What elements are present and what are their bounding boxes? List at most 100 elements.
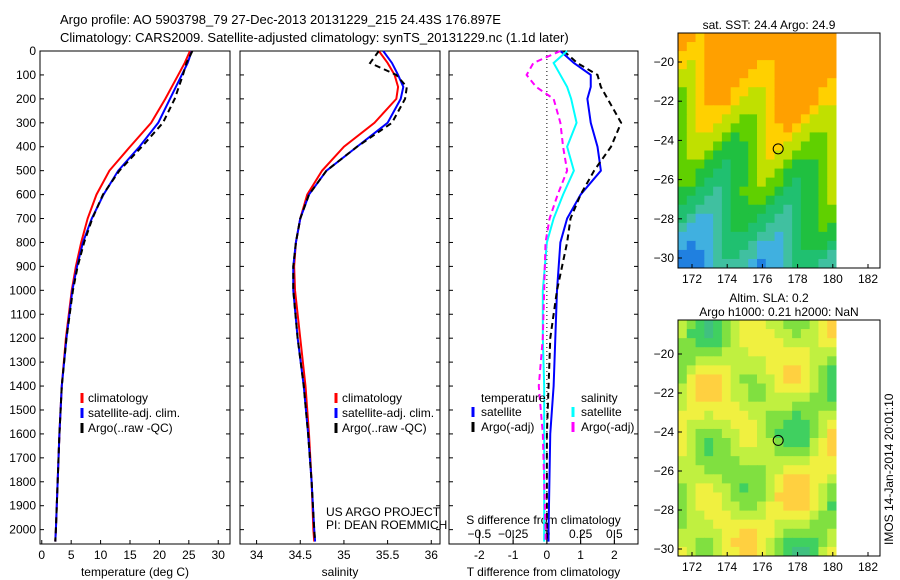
map-cell xyxy=(730,141,740,151)
map-cell xyxy=(704,177,714,188)
map-cell xyxy=(730,249,740,260)
map-cell xyxy=(721,42,732,52)
x-tick-label: 0 xyxy=(544,548,551,562)
map-cell xyxy=(783,492,793,503)
profile-panel-2: 34 34.5 35 35.5 36 salinity climatologysatelli… xyxy=(239,50,447,579)
map-cell xyxy=(827,483,837,493)
map-cell xyxy=(721,168,732,179)
map-cell xyxy=(800,132,811,142)
map-cell xyxy=(678,258,688,269)
map-cell xyxy=(774,186,784,197)
map-cell xyxy=(818,213,828,224)
map-frame xyxy=(677,32,881,269)
map-cell xyxy=(686,338,697,348)
series-line-satellite-adj-clim- xyxy=(54,50,193,542)
map-cell xyxy=(765,410,776,421)
map-cell xyxy=(783,114,793,124)
footer-stamp: IMOS 14-Jan-2014 20:01:10 xyxy=(882,393,896,545)
map-cell xyxy=(730,51,740,61)
map-cell xyxy=(686,51,697,61)
y-tick-label: 1700 xyxy=(9,451,36,465)
map-cell xyxy=(792,528,802,539)
map-cell xyxy=(721,546,732,557)
map-cell xyxy=(748,132,758,142)
map-cell xyxy=(686,320,697,330)
map-cell xyxy=(827,510,837,521)
map-cell xyxy=(748,213,758,224)
map-cell xyxy=(695,392,705,403)
map-cell xyxy=(809,519,819,530)
map-cell xyxy=(827,374,837,385)
map-cell xyxy=(730,42,740,52)
y-tick-label: 2000 xyxy=(9,523,36,537)
map-cell xyxy=(800,546,811,557)
map-cell xyxy=(721,338,732,348)
map-cell xyxy=(783,60,793,70)
map-cell xyxy=(827,347,837,357)
map-cell xyxy=(774,231,784,242)
map-cell xyxy=(739,456,749,466)
map-cell xyxy=(757,258,767,269)
map-cell xyxy=(678,87,688,97)
map-cell xyxy=(757,510,767,521)
map-cell xyxy=(800,492,811,503)
map-cell xyxy=(678,537,688,548)
map-cell xyxy=(695,374,705,385)
map-cell xyxy=(730,338,740,348)
map-cell xyxy=(809,456,819,466)
map-cell xyxy=(704,159,714,170)
map-cell xyxy=(704,320,714,330)
map-cell xyxy=(721,519,732,530)
map-cell xyxy=(704,186,714,197)
map-cell xyxy=(818,87,828,97)
map-cell xyxy=(827,474,837,484)
map-cell xyxy=(721,501,732,512)
map-cell xyxy=(704,347,714,357)
map-cell xyxy=(809,510,819,521)
map-cell xyxy=(704,365,714,375)
map-cell xyxy=(757,474,767,484)
map-cell xyxy=(704,383,714,394)
y-tick-label: 800 xyxy=(16,235,36,249)
map-cell xyxy=(818,419,828,430)
map-cell xyxy=(678,438,688,448)
map-cell xyxy=(774,33,784,43)
map-cell xyxy=(783,483,793,493)
map-cell xyxy=(678,465,688,475)
profile-panel-3: -2 -1 0 1 2 T difference from climatology −0.5… xyxy=(448,50,639,579)
map-cell xyxy=(739,258,749,269)
map-cell xyxy=(748,492,758,503)
map-cell xyxy=(678,329,688,339)
map-cell xyxy=(695,329,705,339)
map-cell xyxy=(730,132,740,142)
map-cell xyxy=(792,519,802,530)
map-cell xyxy=(695,87,705,97)
y-tick-label: 1900 xyxy=(9,499,36,513)
map-cell xyxy=(827,537,837,548)
map-cell xyxy=(739,392,749,403)
map-x-tick-label: 182 xyxy=(858,560,878,574)
map-cell xyxy=(800,105,811,115)
map-cell xyxy=(678,410,688,421)
map-cell xyxy=(800,383,811,394)
x-tick-label: 30 xyxy=(212,548,226,562)
argo-location-marker xyxy=(772,434,784,446)
map-cell xyxy=(721,195,732,206)
map-cell xyxy=(713,177,723,188)
map-cell xyxy=(765,168,776,179)
map-cell xyxy=(774,465,784,475)
map-cell xyxy=(792,231,802,242)
map-cell xyxy=(800,519,811,530)
map-cell xyxy=(695,60,705,70)
map-cell xyxy=(800,447,811,457)
map-cell xyxy=(704,537,714,548)
map-cell xyxy=(809,204,819,215)
map-cell xyxy=(818,204,828,215)
map-cell xyxy=(739,42,749,52)
map-y-tick-label: −30 xyxy=(654,542,675,556)
map-cell xyxy=(695,42,705,52)
map-x-tick-label: 180 xyxy=(823,272,843,286)
map-cell xyxy=(827,132,837,142)
map-cell xyxy=(783,69,793,79)
map-cell xyxy=(704,114,714,124)
